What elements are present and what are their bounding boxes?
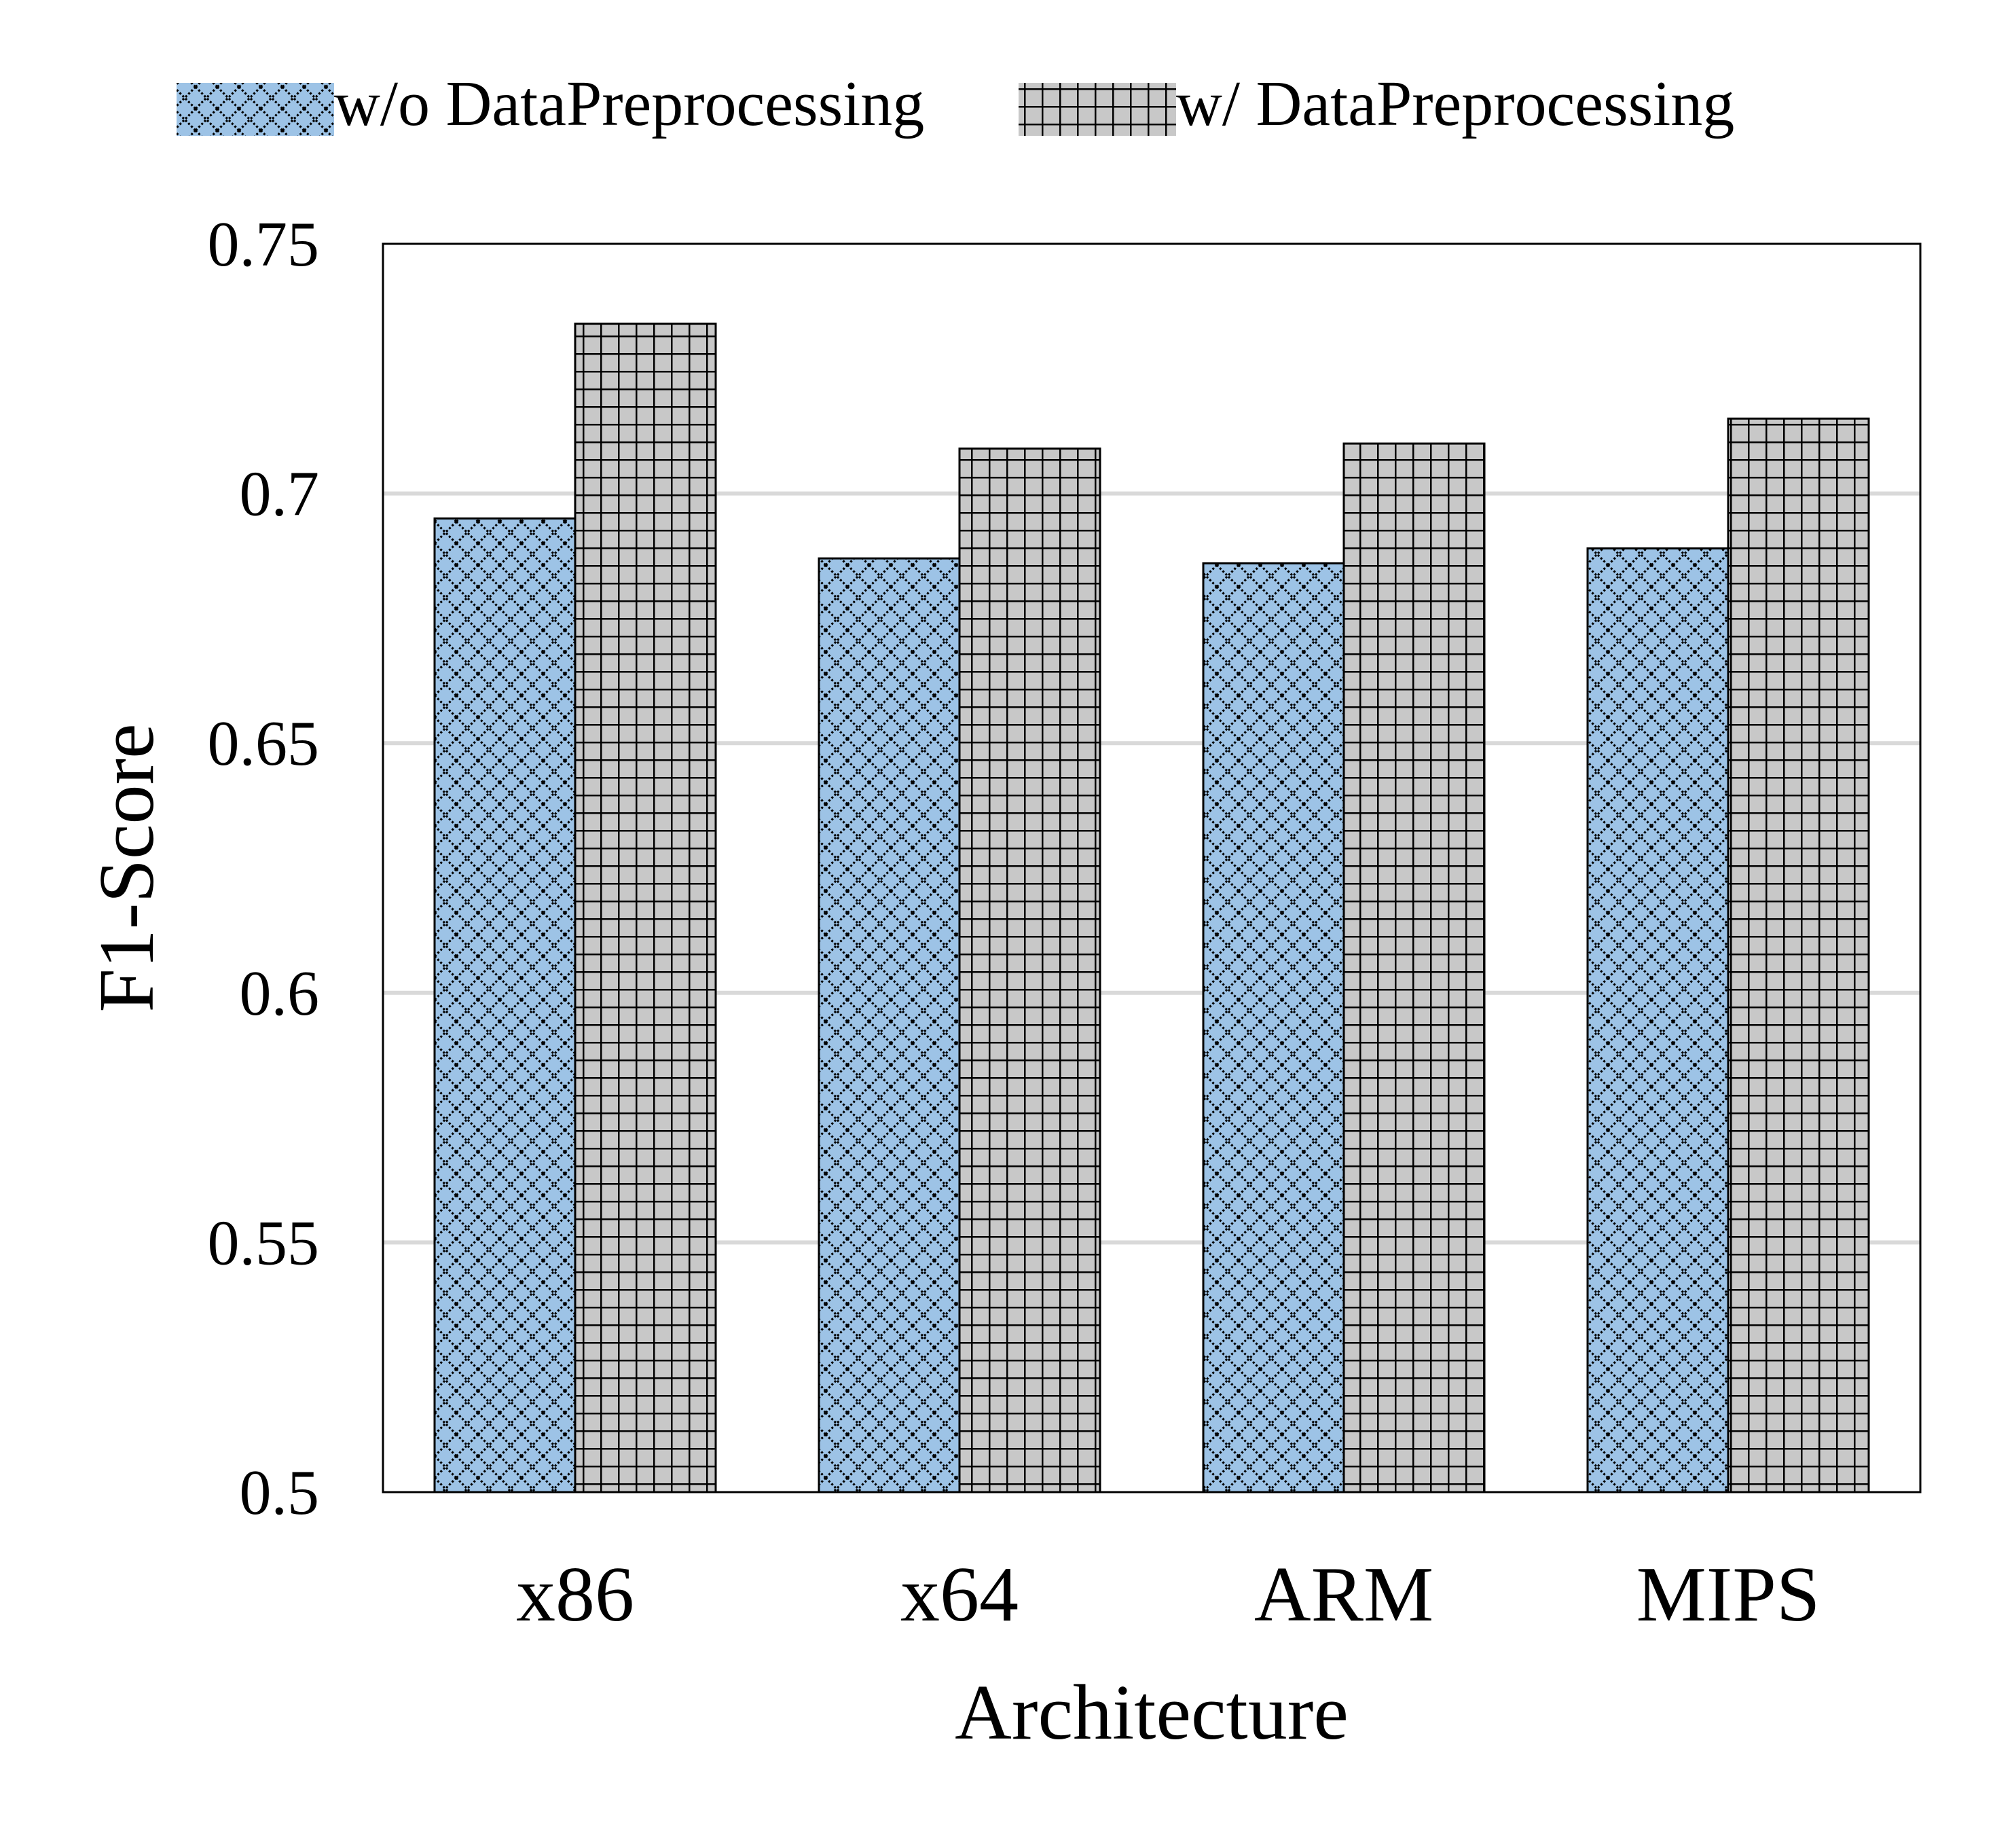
y-tick-label: 0.55 — [208, 1208, 320, 1278]
legend: w/o DataPreprocessing w/ DataPreprocessi… — [177, 69, 1734, 139]
x-category-label-x64: x64 — [900, 1551, 1019, 1638]
legend-swatch-series-2 — [1019, 83, 1176, 136]
y-tick-label: 0.7 — [240, 459, 320, 530]
bars — [433, 323, 1870, 1493]
x-category-label-mips: MIPS — [1636, 1551, 1821, 1638]
legend-swatch-series-1 — [177, 83, 334, 136]
bar-mips-series-1 — [1586, 547, 1730, 1493]
bar-x64-series-2 — [958, 447, 1101, 1493]
y-tick-label: 0.6 — [240, 958, 320, 1029]
plot-area-frame — [382, 242, 1922, 1493]
y-tick-label: 0.75 — [208, 209, 320, 280]
bar-mips-series-2 — [1727, 417, 1870, 1493]
legend-label-series-1: w/o DataPreprocessing — [334, 69, 924, 139]
y-tick-label: 0.5 — [240, 1457, 320, 1528]
bar-x64-series-1 — [818, 557, 961, 1493]
y-tick-label: 0.65 — [208, 708, 320, 779]
x-axis-title: Architecture — [955, 1669, 1349, 1756]
x-category-label-x86: x86 — [516, 1551, 634, 1638]
y-axis-title: F1-Score — [84, 723, 170, 1012]
bar-x86-series-1 — [433, 517, 577, 1493]
bar-x86-series-2 — [574, 323, 717, 1493]
legend-label-series-2: w/ DataPreprocessing — [1176, 69, 1734, 139]
x-axis-category-labels: x86 x64 ARM MIPS — [516, 1551, 1820, 1638]
bar-arm-series-1 — [1202, 562, 1345, 1493]
x-category-label-arm: ARM — [1254, 1551, 1433, 1638]
y-axis-tick-labels: 0.5 0.55 0.6 0.65 0.7 0.75 — [208, 209, 320, 1528]
bar-arm-series-2 — [1342, 442, 1486, 1493]
